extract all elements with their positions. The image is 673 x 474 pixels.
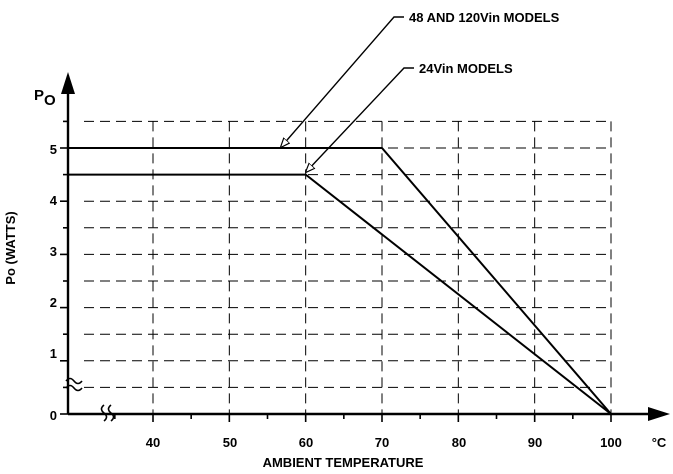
y-axis-arrow: [61, 72, 75, 94]
callout-label-24: 24Vin MODELS: [419, 61, 513, 76]
y-tick-label-2: 2: [50, 295, 57, 310]
x-axis-title: AMBIENT TEMPERATURE: [263, 455, 424, 470]
x-tick-labels: 40 50 60 70 80 90 100: [146, 435, 622, 450]
x-tick-label-50: 50: [223, 435, 237, 450]
y-axis-symbol: PO: [34, 87, 56, 109]
axes: [60, 72, 670, 422]
axis-break-y: [65, 377, 83, 392]
y-axis-symbol-subscript: O: [44, 92, 56, 109]
y-tick-labels: 0 1 2 3 4 5: [50, 142, 58, 423]
x-tick-label-70: 70: [375, 435, 389, 450]
y-axis-title: Po (WATTS): [3, 211, 18, 284]
callout-line-24: [306, 67, 414, 172]
legend-callout-24: 24Vin MODELS: [306, 61, 513, 172]
y-axis-symbol-main: P: [34, 87, 44, 104]
callout-label-48-120: 48 AND 120Vin MODELS: [409, 10, 560, 25]
x-unit-label: °C: [652, 435, 667, 450]
x-tick-label-90: 90: [528, 435, 542, 450]
y-tick-label-3: 3: [50, 244, 57, 259]
series-line-0: [68, 147, 612, 415]
x-axis-arrow: [648, 407, 670, 421]
grid: [84, 120, 612, 414]
x-tick-label-100: 100: [600, 435, 622, 450]
series-line-1: [68, 173, 612, 415]
callout-line-48-120: [281, 16, 404, 147]
y-tick-label-0: 0: [50, 408, 57, 423]
y-tick-label-4: 4: [50, 193, 58, 208]
axis-break-x: [100, 404, 115, 422]
y-tick-label-5: 5: [50, 142, 57, 157]
series-lines: [68, 147, 612, 415]
x-tick-label-40: 40: [146, 435, 160, 450]
x-tick-label-80: 80: [452, 435, 466, 450]
x-tick-label-60: 60: [299, 435, 313, 450]
y-tick-label-1: 1: [50, 346, 57, 361]
legend-callout-48-120: 48 AND 120Vin MODELS: [281, 10, 560, 147]
